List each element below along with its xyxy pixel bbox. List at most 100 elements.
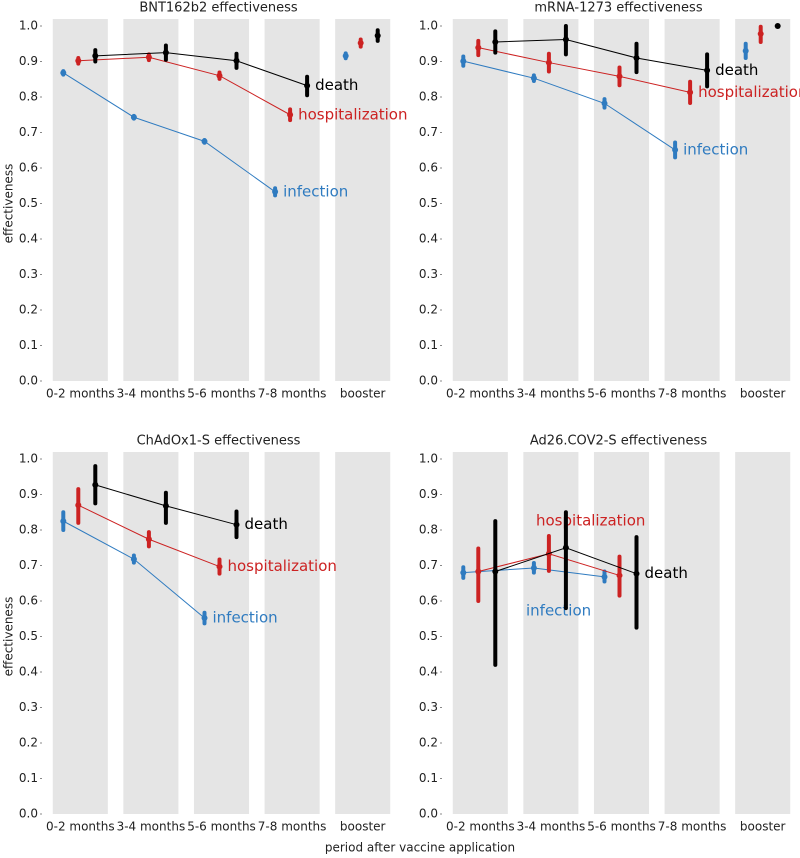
- category-band: [523, 19, 579, 381]
- y-tick-label: 0.4: [19, 665, 38, 679]
- point: [633, 54, 640, 61]
- x-tick-label: 5-6 months: [187, 820, 256, 834]
- x-axis-label: period after vaccine application: [325, 841, 515, 855]
- point: [92, 481, 99, 488]
- y-tick-label: 0.4: [419, 232, 438, 246]
- series-label: hospitalization: [698, 83, 800, 101]
- chart-title: mRNA-1273 effectiveness: [534, 1, 702, 16]
- point: [287, 111, 294, 118]
- y-tick-label: 0.5: [19, 629, 38, 643]
- series-label: hospitalization: [298, 105, 407, 123]
- x-tick-label: 3-4 months: [517, 387, 586, 401]
- category-band: [123, 452, 179, 814]
- point: [216, 563, 223, 570]
- point: [633, 570, 640, 577]
- category-band: [123, 19, 179, 381]
- x-tick-label: booster: [740, 387, 786, 401]
- point: [145, 54, 152, 61]
- point: [704, 67, 711, 74]
- series-line: [495, 38, 708, 71]
- point: [304, 82, 311, 89]
- series-line: [478, 47, 691, 93]
- y-tick-label: 0.1: [19, 771, 38, 785]
- point: [530, 564, 537, 571]
- point: [460, 58, 467, 65]
- x-tick-label: 0-2 months: [46, 387, 115, 401]
- chart-title: ChAdOx1-S effectiveness: [137, 434, 301, 449]
- point: [530, 75, 537, 82]
- x-tick-label: 7-8 months: [658, 387, 727, 401]
- point: [216, 72, 223, 79]
- y-tick-label: 0.2: [419, 303, 438, 317]
- y-tick-label: 0.6: [19, 594, 38, 608]
- x-tick-label: 5-6 months: [187, 387, 256, 401]
- y-tick-label: 0.5: [419, 196, 438, 210]
- y-tick-label: 0.0: [19, 807, 38, 821]
- chart-title: Ad26.COV2-S effectiveness: [530, 434, 707, 449]
- y-tick-label: 0.0: [19, 374, 38, 388]
- category-band: [664, 452, 720, 814]
- y-tick-label: 0.8: [19, 523, 38, 537]
- point: [492, 38, 499, 45]
- x-tick-label: 3-4 months: [117, 820, 186, 834]
- series-line: [63, 72, 276, 193]
- point: [687, 89, 694, 96]
- y-tick-label: 1.0: [19, 19, 38, 33]
- y-tick-label: 0.8: [419, 90, 438, 104]
- y-tick-label: 0.1: [419, 338, 438, 352]
- point: [130, 556, 137, 563]
- point: [616, 73, 623, 80]
- series-label: infection: [683, 140, 748, 158]
- point: [545, 59, 552, 66]
- point: [475, 44, 482, 51]
- y-tick-label: 0.2: [19, 303, 38, 317]
- x-tick-label: 0-2 months: [446, 387, 515, 401]
- y-tick-label: 0.3: [19, 267, 38, 281]
- point: [145, 536, 152, 543]
- point: [357, 40, 364, 47]
- point: [162, 502, 169, 509]
- category-band: [193, 452, 250, 814]
- point: [562, 36, 569, 43]
- x-tick-label: booster: [740, 820, 786, 834]
- point: [130, 114, 137, 121]
- category-band: [523, 452, 579, 814]
- point: [374, 32, 381, 39]
- point: [475, 568, 482, 575]
- category-band: [335, 452, 391, 814]
- y-tick-label: 0.3: [419, 267, 438, 281]
- y-tick-label: 0.9: [19, 487, 38, 501]
- series-label: hospitalization: [228, 557, 337, 575]
- category-band: [735, 19, 791, 381]
- y-tick-label: 0.6: [419, 594, 438, 608]
- y-tick-label: 0.5: [419, 629, 438, 643]
- category-band: [335, 19, 391, 381]
- y-tick-label: 0.4: [419, 665, 438, 679]
- chart-title: BNT162b2 effectiveness: [139, 1, 298, 16]
- y-axis-label: effectiveness: [2, 597, 16, 677]
- y-tick-label: 0.5: [19, 196, 38, 210]
- series-label: infection: [526, 602, 591, 620]
- point: [601, 573, 608, 580]
- y-tick-label: 0.3: [419, 700, 438, 714]
- point: [601, 100, 608, 107]
- x-tick-label: 7-8 months: [258, 820, 327, 834]
- series-line: [463, 60, 676, 151]
- y-tick-label: 0.7: [19, 558, 38, 572]
- y-tick-label: 0.7: [19, 125, 38, 139]
- x-tick-label: 5-6 months: [587, 820, 656, 834]
- series-label: death: [315, 76, 358, 94]
- point: [60, 518, 67, 525]
- series-label: death: [715, 61, 758, 79]
- point: [75, 57, 82, 64]
- x-tick-label: 5-6 months: [587, 387, 656, 401]
- y-tick-label: 0.9: [419, 54, 438, 68]
- y-tick-label: 0.9: [19, 54, 38, 68]
- y-tick-label: 0.7: [419, 558, 438, 572]
- category-band: [664, 19, 720, 381]
- y-tick-label: 0.2: [19, 736, 38, 750]
- category-band: [264, 452, 320, 814]
- point: [201, 615, 208, 622]
- point: [162, 49, 169, 56]
